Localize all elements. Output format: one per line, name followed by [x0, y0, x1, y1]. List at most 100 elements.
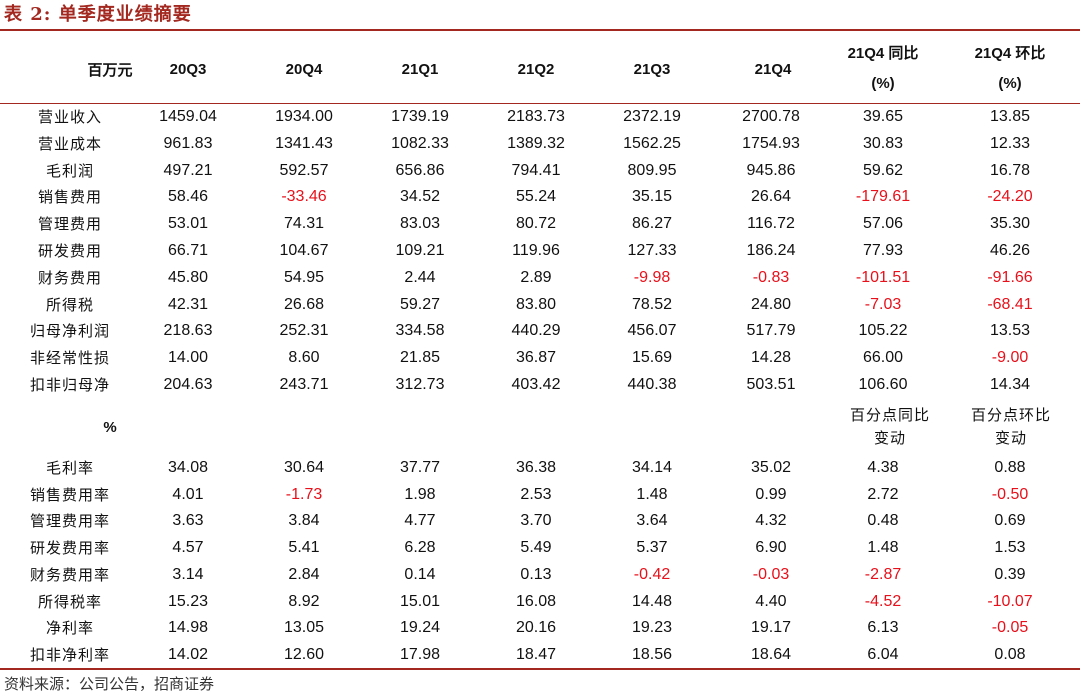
table-cell: 35.30: [989, 215, 1031, 233]
table-cell: -0.42: [633, 565, 671, 583]
row-label: 所得税: [45, 295, 94, 314]
table-cell: 86.27: [631, 215, 673, 233]
table-cell: 456.07: [627, 322, 677, 340]
table-cell: 204.63: [163, 376, 213, 393]
bottom-rule: [0, 668, 1080, 670]
table-cell: 497.21: [163, 161, 213, 179]
table-cell: 12.33: [989, 134, 1031, 152]
table-cell: 440.29: [511, 322, 561, 340]
table-cell: 14.48: [631, 592, 673, 610]
table-cell: -4.52: [864, 592, 902, 610]
table-cell: 3.14: [172, 565, 204, 583]
table-row: 毛利率 34.08 30.64 37.77 36.38 34.14 35.02 4.38 0.8…: [0, 455, 1080, 481]
table-row: 财务费用率 3.14 2.84 0.14 0.13 -0.42 -0.03 -2.87 0.39: [0, 562, 1080, 588]
table-cell: 4.40: [755, 592, 787, 610]
section2-unit: %: [103, 419, 117, 436]
table-cell: 6.13: [867, 619, 899, 637]
table-cell: 403.42: [511, 376, 561, 393]
table-row: 销售费用 58.46 -33.46 34.52 55.24 35.15 26.64 -179.…: [0, 184, 1080, 210]
header-qoq-line1: 21Q4 环比: [974, 45, 1046, 62]
table-row: 非经常性损 14.00 8.60 21.85 36.87 15.69 14.28 66.00 -…: [0, 345, 1080, 371]
table-cell: 15.01: [399, 592, 441, 610]
section2-qoq-header: 百分点环比 变动: [956, 404, 1066, 450]
table-cell: 6.28: [404, 539, 436, 557]
table-cell: 17.98: [399, 645, 441, 663]
table-cell: 218.63: [163, 322, 213, 340]
table-cell: -0.05: [991, 619, 1029, 637]
table-cell: 66.00: [862, 349, 904, 367]
table-cell: 36.87: [515, 349, 557, 367]
table-cell: 8.92: [288, 592, 320, 610]
table-cell: 2372.19: [623, 108, 681, 125]
table-cell: 0.13: [520, 565, 552, 583]
section2-yoy-line1: 百分点同比: [849, 406, 930, 424]
table-cell: 252.31: [279, 322, 329, 340]
table-row: 所得税率 15.23 8.92 15.01 16.08 14.48 4.40 -4.52 -10…: [0, 589, 1080, 615]
table-cell: 34.14: [631, 459, 673, 476]
table-cell: -0.83: [752, 268, 790, 286]
table-cell: 24.80: [750, 295, 792, 313]
table-cell: 3.84: [288, 512, 320, 530]
table-cell: 119.96: [512, 242, 560, 259]
table-cell: 37.77: [399, 459, 441, 476]
table-cell: -33.46: [281, 188, 327, 206]
table-cell: 18.47: [515, 645, 557, 663]
table-cell: 1082.33: [391, 134, 449, 152]
header-period-3: 21Q2: [517, 60, 555, 78]
table-row: 财务费用 45.80 54.95 2.44 2.89 -9.98 -0.83 -101.51 -…: [0, 265, 1080, 291]
table-cell: 5.37: [636, 539, 668, 557]
table-cell: 1.98: [404, 485, 436, 503]
table-cell: 26.64: [750, 188, 792, 206]
section2-qoq-line2: 变动: [994, 429, 1027, 447]
table-cell: -68.41: [987, 295, 1033, 313]
table-cell: 74.31: [283, 215, 325, 233]
table-row: 扣非归母净 204.63 243.71 312.73 403.42 440.38 503.5…: [0, 372, 1080, 398]
table-cell: 106.60: [858, 376, 908, 393]
table-cell: 12.60: [283, 645, 325, 663]
table-cell: 45.80: [167, 268, 209, 286]
table-cell: 0.69: [994, 512, 1026, 530]
header-period-1: 20Q4: [285, 60, 323, 78]
row-label: 毛利润: [45, 161, 94, 180]
table-cell: 1.53: [994, 539, 1026, 557]
table-cell: 2.53: [520, 485, 552, 503]
table-cell: 4.01: [172, 485, 204, 503]
table-cell: 15.23: [167, 592, 209, 610]
table-cell: 66.71: [167, 242, 209, 259]
table-cell: 54.95: [283, 268, 325, 286]
table-cell: 14.00: [167, 349, 209, 367]
table-cell: 30.64: [283, 459, 325, 476]
table-cell: 2.89: [520, 268, 552, 286]
table-cell: 592.57: [279, 161, 329, 179]
table-row: 归母净利润 218.63 252.31 334.58 440.29 456.07 517.7…: [0, 318, 1080, 344]
table-cell: 104.67: [279, 242, 329, 259]
table-cell: 0.14: [404, 565, 436, 583]
header-period-5: 21Q4: [754, 60, 792, 78]
table-cell: 116.72: [747, 215, 795, 233]
table-cell: 809.95: [627, 161, 677, 179]
header-period-0: 20Q3: [169, 60, 207, 78]
table-cell: 243.71: [279, 376, 329, 393]
row-label: 销售费用率: [29, 485, 110, 504]
table-cell: 0.48: [867, 512, 899, 530]
table-cell: 35.15: [631, 188, 673, 206]
table-cell: 1.48: [636, 485, 668, 503]
row-label: 毛利率: [45, 459, 94, 477]
table-cell: 26.68: [283, 295, 325, 313]
table-cell: 945.86: [746, 161, 796, 179]
table-cell: 312.73: [395, 376, 445, 393]
table-cell: 1389.32: [507, 134, 565, 152]
row-label: 扣非净利率: [29, 645, 110, 664]
row-label: 研发费用: [37, 242, 102, 260]
table-cell: 656.86: [395, 161, 445, 179]
table-cell: 18.56: [631, 645, 673, 663]
table-cell: 13.85: [989, 108, 1031, 125]
table-cell: 127.33: [627, 242, 677, 259]
table-cell: -2.87: [864, 565, 902, 583]
row-label: 管理费用率: [29, 512, 110, 531]
table-cell: 4.32: [755, 512, 787, 530]
table-row: 净利率 14.98 13.05 19.24 20.16 19.23 19.17 6.13 -0.…: [0, 615, 1080, 641]
table-cell: 78.52: [631, 295, 673, 313]
table-cell: 21.85: [399, 349, 441, 367]
table-cell: -101.51: [855, 268, 911, 286]
